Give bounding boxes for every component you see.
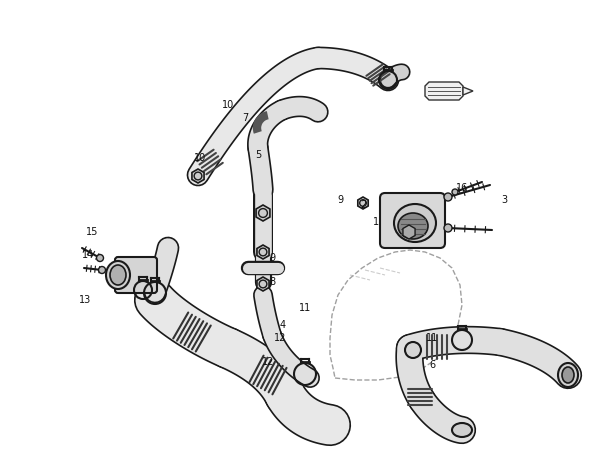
- Ellipse shape: [558, 363, 578, 387]
- Text: 15: 15: [86, 227, 98, 237]
- Text: 1: 1: [373, 217, 379, 227]
- Text: 8: 8: [269, 277, 275, 287]
- Text: 3: 3: [501, 195, 507, 205]
- Ellipse shape: [394, 204, 436, 242]
- Circle shape: [444, 193, 452, 201]
- Circle shape: [99, 266, 105, 274]
- Text: 11: 11: [299, 303, 311, 313]
- Text: 5: 5: [255, 150, 261, 160]
- Text: 10: 10: [194, 153, 206, 163]
- Polygon shape: [463, 87, 473, 95]
- Ellipse shape: [110, 265, 126, 285]
- Ellipse shape: [398, 213, 428, 239]
- Text: 4: 4: [280, 320, 286, 330]
- Text: 14: 14: [82, 250, 94, 260]
- Text: 2: 2: [360, 200, 366, 210]
- Text: 6: 6: [429, 360, 435, 370]
- Ellipse shape: [405, 342, 421, 358]
- Ellipse shape: [106, 261, 130, 289]
- Text: 16: 16: [456, 183, 468, 193]
- Ellipse shape: [452, 423, 472, 437]
- Text: 7: 7: [242, 113, 248, 123]
- Circle shape: [452, 189, 458, 195]
- Text: 10: 10: [222, 100, 234, 110]
- Text: 13: 13: [79, 295, 91, 305]
- Circle shape: [444, 224, 452, 232]
- Circle shape: [97, 255, 103, 262]
- Text: 9: 9: [269, 253, 275, 263]
- Text: 11: 11: [426, 333, 438, 343]
- Ellipse shape: [562, 367, 574, 383]
- FancyBboxPatch shape: [115, 257, 157, 293]
- Text: 12: 12: [274, 333, 286, 343]
- Text: 12: 12: [262, 357, 274, 367]
- Polygon shape: [425, 82, 463, 100]
- FancyBboxPatch shape: [380, 193, 445, 248]
- Text: 9: 9: [337, 195, 343, 205]
